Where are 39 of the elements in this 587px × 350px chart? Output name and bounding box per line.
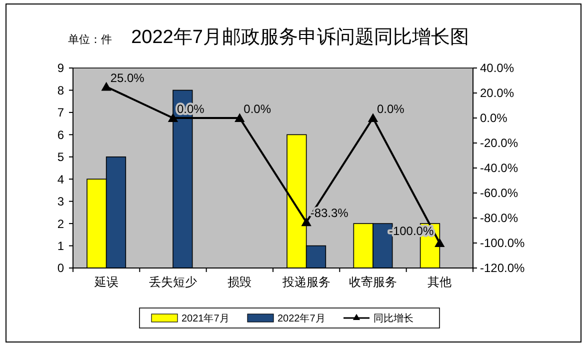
y2-tick-label: -120.0%: [480, 261, 526, 276]
data-label: 0.0%: [377, 102, 405, 116]
point: [434, 238, 445, 247]
y-tick-label: 1: [57, 238, 64, 253]
y-tick-label: 5: [57, 150, 64, 164]
y2-tick-label: -40.0%: [480, 161, 518, 176]
data-label: 0.0%: [244, 102, 272, 116]
x-tick-label: 损毁: [228, 275, 252, 289]
legend-label: 2021年7月: [182, 312, 230, 324]
y2-tick-label: -100.0%: [480, 236, 526, 250]
y-tick-label: 6: [57, 128, 64, 142]
y-tick-label: 3: [57, 194, 64, 209]
data-label: 25.0%: [110, 70, 145, 85]
y2-tick-label: 40.0%: [480, 61, 514, 76]
legend-label: 2022年7月: [278, 312, 326, 324]
legend-label: 同比增长: [374, 312, 414, 324]
point: [234, 113, 245, 122]
point: [368, 113, 378, 122]
y-tick-label: 7: [57, 106, 64, 120]
text: 单位：件: [68, 33, 112, 46]
point: [168, 113, 178, 122]
x-tick-label: 丢失短少: [149, 275, 197, 289]
y2-tick-label: 0.0%: [480, 111, 508, 126]
y2-tick-label: -60.0%: [480, 186, 518, 200]
point: [301, 217, 312, 226]
y2-tick-label: -80.0%: [480, 211, 518, 226]
y-tick-label: 4: [57, 172, 64, 186]
chart-title: 2022年7月邮政服务申诉问题同比增长图: [131, 27, 469, 48]
x-tick-label: 延误: [93, 275, 118, 289]
y-tick-label: 2: [57, 216, 64, 231]
x-tick-label: 投递服务: [281, 275, 330, 289]
y-tick-label: 8: [57, 83, 64, 98]
y2-tick-label: -20.0%: [480, 136, 518, 150]
y-tick-label: 0: [57, 261, 64, 276]
y-tick-label: 9: [57, 61, 64, 76]
x-tick-label: 其他: [428, 275, 452, 289]
y2-tick-label: 20.0%: [480, 86, 514, 100]
point: [101, 82, 112, 91]
x-tick-label: 收寄服务: [349, 275, 397, 289]
